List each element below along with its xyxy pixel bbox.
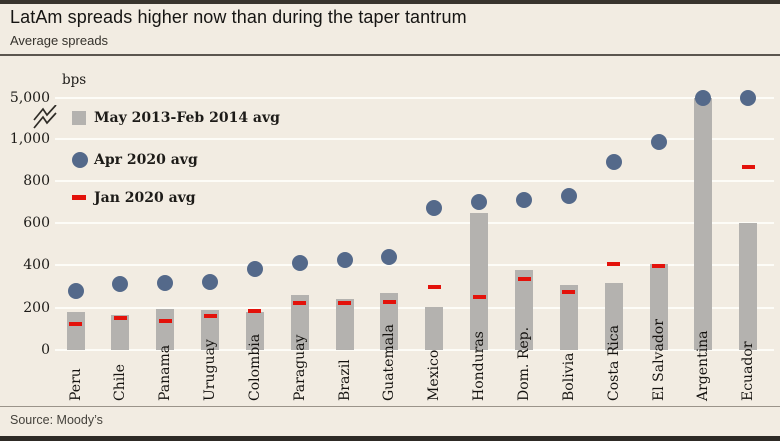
dash-ecuador [741,165,755,170]
dash-panama [158,319,172,324]
dot-paraguay [291,255,308,272]
bar-bolivia [559,285,578,350]
x-axis-label: Brazil [336,359,353,401]
bar-dom-rep- [515,269,533,350]
legend-label: Apr 2020 avg [94,152,198,168]
bar-brazil [335,299,354,350]
dash-peru [69,321,82,326]
dash-swatch-icon [72,195,86,200]
dot-bolivia [560,187,577,204]
chart-subtitle: Average spreads [10,33,109,48]
gridline [55,97,774,99]
dash-uruguay [203,314,217,319]
y-tick-label: 200 [23,299,50,316]
x-axis-label: Guatemala [381,324,398,401]
bar-panama [156,308,175,350]
gridline [55,222,774,225]
bar-argentina [694,98,713,350]
y-tick-label: 0 [41,342,50,358]
bar-honduras [470,212,489,350]
bar-costa-rica [604,283,623,350]
x-axis-label: Peru [67,368,84,401]
source-line: Source: Moody’s [10,413,103,427]
dash-colombia [248,308,262,313]
gridline [55,349,774,351]
gridline [55,264,774,267]
bar-peru [66,311,85,350]
bar-uruguay [201,309,220,350]
gridline [55,179,774,182]
dot-chile [112,276,129,293]
bottom-border [0,436,780,441]
dash-costa-rica [607,262,621,267]
bar-mexico [425,306,444,350]
x-axis-label: Argentina [695,330,712,401]
dot-argentina [695,90,712,106]
header-divider [0,54,780,56]
y-axis-unit-label: bps [62,72,87,88]
gridline [55,137,774,140]
x-axis-label: Honduras [471,331,488,401]
x-axis-label: Paraguay [291,334,308,401]
x-axis-label: Colombia [246,333,263,401]
bar-ecuador [739,223,758,350]
dot-guatemala [381,248,398,265]
dot-honduras [471,193,488,210]
axis-break-icon [33,105,57,129]
gridline [55,306,774,309]
bar-swatch-icon [72,111,86,125]
bar-colombia [245,311,264,350]
y-tick-label: 400 [23,257,50,274]
dot-el-salvador [650,133,667,150]
dot-costa-rica [605,153,622,170]
dot-swatch-icon [72,152,88,168]
y-tick-label: 1,000 [9,130,50,147]
dot-uruguay [202,274,219,291]
x-axis-label: Bolivia [560,352,577,401]
chart-title: LatAm spreads higher now than during the… [10,7,467,27]
dot-brazil [336,252,353,269]
dot-mexico [426,200,443,217]
x-axis-label: Chile [112,364,129,401]
top-border [0,0,780,4]
dash-bolivia [562,289,576,294]
legend-label: Jan 2020 avg [94,190,196,206]
dot-peru [67,282,84,299]
dot-dom-rep- [516,191,532,208]
dot-colombia [246,260,263,277]
x-axis-label: Panama [157,344,174,401]
bar-guatemala [380,292,399,350]
dash-guatemala [382,300,396,305]
bar-el-salvador [649,264,668,350]
x-axis-label: Dom. Rep. [516,326,532,401]
y-tick-label: 5,000 [9,90,50,106]
dash-honduras [472,295,486,300]
bar-chile [111,315,130,350]
legend-label: May 2013-Feb 2014 avg [94,110,280,126]
x-axis-label: Ecuador [740,341,757,401]
x-axis-label: El Salvador [650,319,667,401]
bar-paraguay [290,295,309,350]
dash-dom-rep- [517,277,531,282]
x-axis-label: Mexico [426,349,443,401]
x-axis-label: Costa Rica [605,325,622,401]
x-axis-label: Uruguay [202,339,219,401]
dash-paraguay [293,301,307,306]
dot-ecuador [740,90,757,106]
y-tick-label: 800 [23,172,50,189]
dash-el-salvador [652,264,666,269]
source-divider [0,406,780,407]
dot-panama [157,275,174,292]
dash-mexico [427,284,441,289]
dash-chile [113,316,127,321]
dash-brazil [338,301,352,306]
y-tick-label: 600 [23,215,50,232]
